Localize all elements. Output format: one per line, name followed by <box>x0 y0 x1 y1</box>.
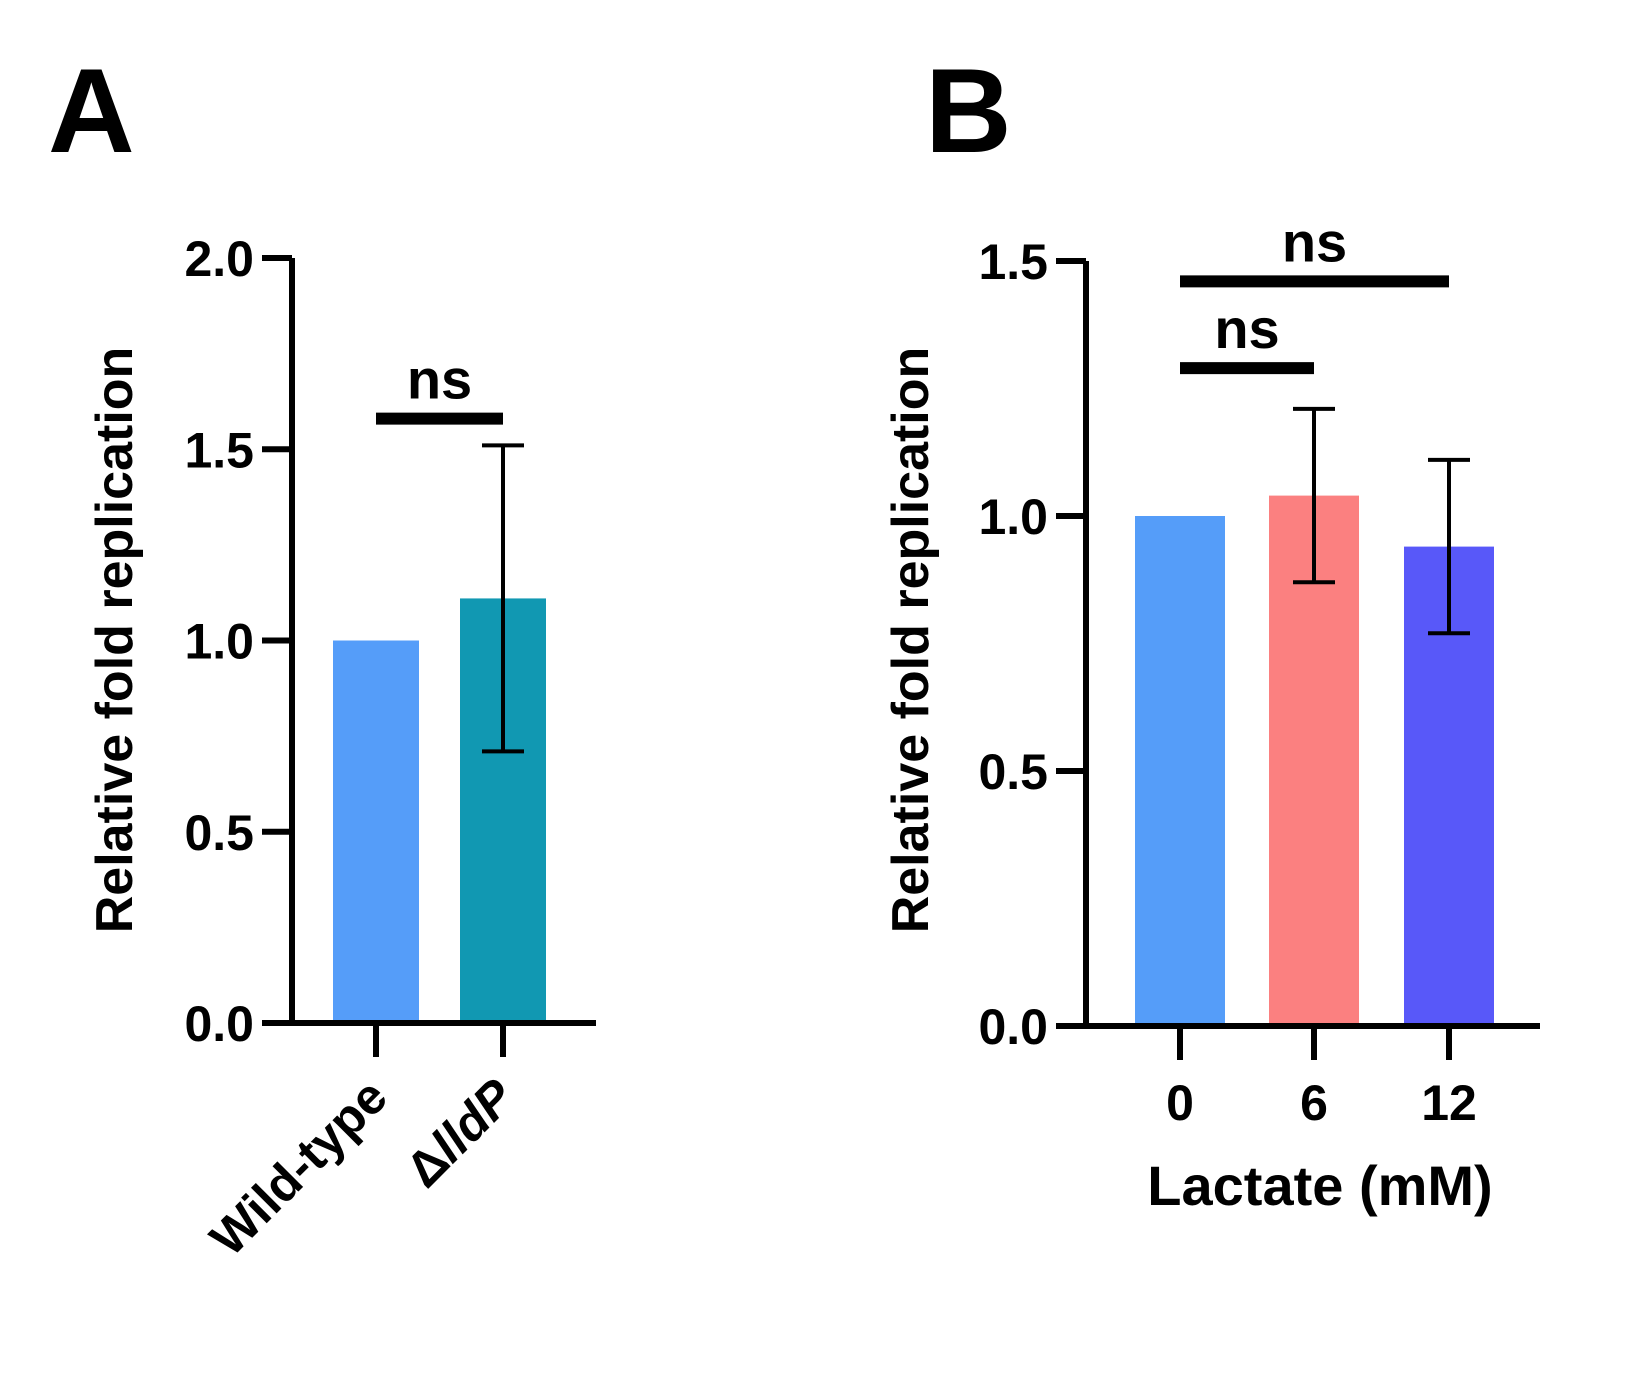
x-tick-label: 6 <box>1300 1075 1328 1131</box>
y-axis-title: Relative fold replication <box>86 347 144 934</box>
x-tick-label: Wild-type <box>199 1068 397 1266</box>
y-tick-label: 1.5 <box>978 234 1048 290</box>
y-tick-label: 0.0 <box>978 999 1048 1055</box>
chart-panel-b: 0.0 0.5 1.0 1.5 0 6 12 Relative fold replicatio… <box>882 210 1540 1217</box>
significance-label: ns <box>1214 297 1279 360</box>
y-axis-title: Relative fold replication <box>882 347 940 934</box>
y-tick-label: 0.5 <box>184 805 254 861</box>
bar-0 <box>333 640 419 1023</box>
significance-label: ns <box>1282 210 1347 273</box>
bar-0 <box>1135 516 1225 1026</box>
x-tick-label: ΔlldP <box>395 1068 525 1198</box>
y-tick-label: 2.0 <box>184 231 254 287</box>
x-tick-label: 0 <box>1166 1075 1194 1131</box>
panel-label-b: B <box>925 44 1012 178</box>
x-tick-label: 12 <box>1421 1075 1477 1131</box>
y-tick-label: 1.0 <box>978 489 1048 545</box>
y-tick-label: 0.5 <box>978 744 1048 800</box>
y-tick-label: 1.0 <box>184 614 254 670</box>
y-tick-label: 1.5 <box>184 422 254 478</box>
panel-label-a: A <box>48 44 135 178</box>
y-tick-label: 0.0 <box>184 996 254 1052</box>
significance-label: ns <box>407 348 472 411</box>
x-axis-title: Lactate (mM) <box>1147 1154 1492 1217</box>
